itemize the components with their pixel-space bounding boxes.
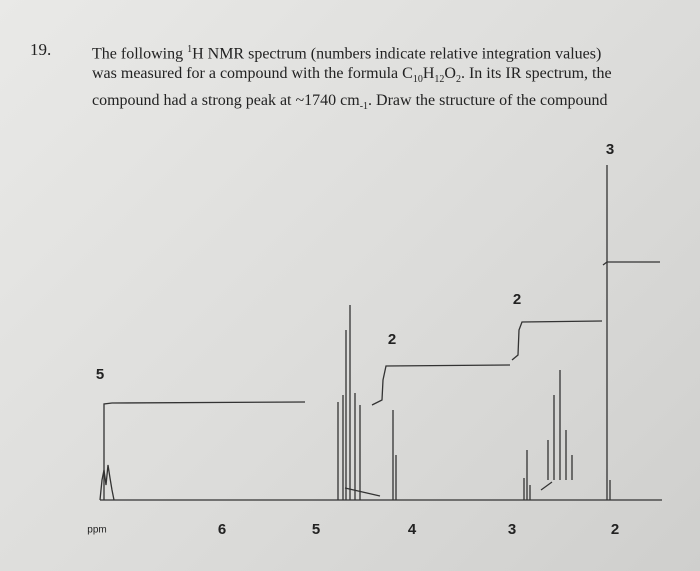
integration-label: 3 xyxy=(606,141,614,158)
spectrum-trace xyxy=(99,165,662,501)
question-line: was measured for a compound with the for… xyxy=(92,64,612,90)
integration-label: 5 xyxy=(96,366,104,383)
text-segment: compound had a strong peak at ~1740 cm xyxy=(92,91,360,109)
axis-label: 5 xyxy=(312,521,320,538)
text-segment: was measured for a compound with the for… xyxy=(92,65,413,83)
text-segment: . In its IR spectrum, the xyxy=(460,65,612,83)
text-segment: 10 xyxy=(412,74,423,86)
text-segment: 12 xyxy=(434,74,445,86)
question-line: compound had a strong peak at ~1740 cm-1… xyxy=(92,91,612,117)
axis-unit: ppm xyxy=(87,525,106,536)
text-segment: H xyxy=(422,65,435,83)
question-line: The following 1H NMR spectrum (numbers i… xyxy=(92,40,612,64)
axis-label: 6 xyxy=(218,521,226,538)
text-segment: -1 xyxy=(359,100,369,112)
axis-label: 3 xyxy=(508,521,516,538)
text-segment: . Draw the structure of the compound xyxy=(368,91,608,109)
question-number: 19. xyxy=(30,40,52,59)
axis-label: 2 xyxy=(611,521,619,538)
axis-label: 4 xyxy=(408,521,417,538)
text-segment: 1 xyxy=(187,44,193,55)
integration-label: 2 xyxy=(388,331,396,348)
question-text: The following 1H NMR spectrum (numbers i… xyxy=(92,40,612,117)
text-segment: H NMR spectrum (numbers indicate relativ… xyxy=(192,45,602,63)
text-segment: The following xyxy=(92,45,188,63)
text-segment: O xyxy=(444,65,456,83)
integration-label: 2 xyxy=(513,291,521,308)
text-segment: 2 xyxy=(455,74,461,86)
